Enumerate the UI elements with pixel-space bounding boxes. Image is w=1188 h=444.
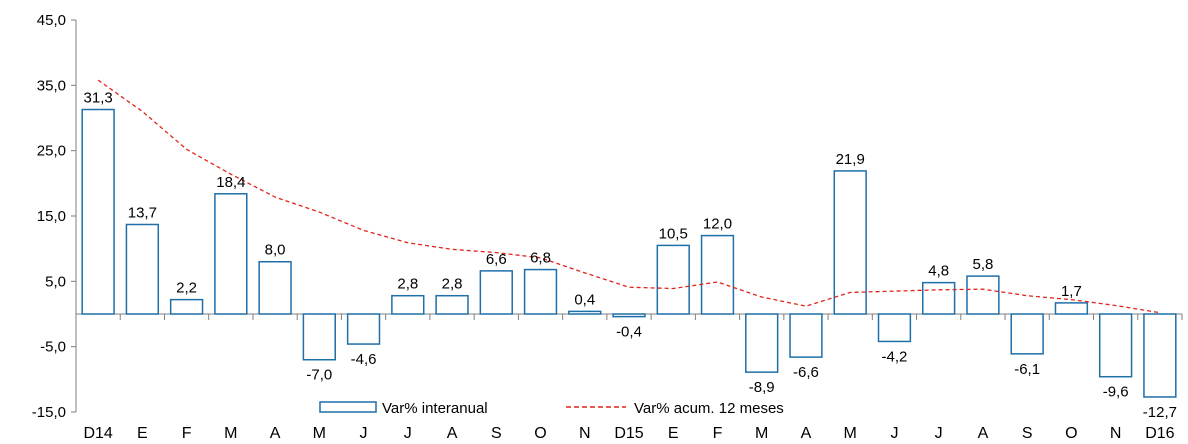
x-tick-label: M (755, 425, 768, 442)
y-tick-label: 25,0 (37, 143, 66, 160)
bar-data-label: -9,6 (1103, 384, 1129, 401)
bar-data-label: -0,4 (616, 324, 642, 341)
bar-data-label: 4,8 (928, 263, 949, 280)
bar-data-label: 2,8 (397, 276, 418, 293)
legend-bar-swatch (319, 401, 377, 413)
bar (125, 223, 160, 315)
bar (479, 270, 513, 315)
y-tick-label: 45,0 (37, 12, 66, 29)
x-tick-label: O (1065, 425, 1077, 442)
bar-data-label: -12,7 (1143, 404, 1177, 421)
bar (656, 244, 690, 315)
x-tick-label: M (313, 425, 326, 442)
x-tick-label: A (801, 425, 812, 442)
x-tick-label: F (713, 425, 723, 442)
bar-data-label: -7,0 (306, 367, 332, 384)
x-axis-ticks: D14 E F M A M J J A S O N D15 E F M A M J J A S O N D16 (83, 425, 1174, 442)
bar (81, 108, 115, 315)
bar (612, 313, 646, 318)
x-tick-label: J (360, 425, 368, 442)
x-tick-label: S (491, 425, 502, 442)
y-tick-label: 5,0 (45, 273, 66, 290)
x-tick-label: D15 (614, 425, 643, 442)
bar (745, 313, 779, 373)
bar (346, 313, 381, 345)
bar-data-label: 6,8 (530, 250, 551, 267)
bar-data-label: -6,1 (1014, 361, 1040, 378)
bar-data-label: 0,4 (574, 291, 595, 308)
x-tick-label: J (935, 425, 943, 442)
x-tick-label: N (579, 425, 591, 442)
x-tick-label: D14 (83, 425, 112, 442)
bar-data-label: -6,6 (793, 364, 819, 381)
bar (214, 193, 248, 315)
bar (700, 234, 735, 315)
x-tick-label: M (224, 425, 237, 442)
x-tick-label: N (1110, 425, 1122, 442)
bar-data-label: 6,6 (486, 251, 507, 268)
y-tick-label: -5,0 (40, 339, 66, 356)
data-labels: 31,3 13,7 2,2 18,4 8,0 -7,0 -4,6 2,8 2,8 6,6 6,8 0,… (84, 90, 1177, 421)
line-series (97, 79, 1160, 314)
bar-data-label: 2,8 (442, 276, 463, 293)
x-tick-label: E (668, 425, 679, 442)
legend-line-label: Var% acum. 12 meses (634, 400, 784, 417)
bar-data-label: 12,0 (703, 216, 732, 233)
bar (435, 294, 469, 315)
bar (169, 298, 204, 315)
bar-data-label: 31,3 (84, 90, 113, 107)
bar-data-label: 5,8 (972, 256, 993, 273)
bar-data-label: 18,4 (216, 174, 245, 191)
legend: Var% interanual Var% acum. 12 meses (319, 400, 784, 417)
bar-data-label: -8,9 (749, 379, 775, 396)
bar (568, 310, 602, 315)
bar (966, 275, 1000, 315)
bar (1143, 313, 1177, 398)
bar (258, 260, 292, 315)
x-tick-label: S (1022, 425, 1033, 442)
bar (1010, 313, 1044, 355)
bar (1098, 313, 1133, 378)
bar (922, 281, 956, 315)
x-tick-label: A (270, 425, 281, 442)
y-tick-label: 35,0 (37, 77, 66, 94)
y-tick-label: -15,0 (32, 404, 66, 421)
x-tick-label: A (447, 425, 458, 442)
x-tick-label: E (137, 425, 148, 442)
x-tick-label: F (182, 425, 192, 442)
x-tick-label: M (844, 425, 857, 442)
bar-data-label: -4,2 (882, 348, 908, 365)
bar (302, 313, 336, 361)
bar (877, 313, 912, 343)
axes: -15,0 -5,0 5,0 15,0 25,0 35,0 45,0 (32, 12, 1183, 421)
line-accumulated (97, 79, 1160, 314)
bar-data-label: 10,5 (659, 225, 688, 242)
bar-data-label: 1,7 (1061, 283, 1082, 300)
bar (789, 313, 823, 358)
x-tick-label: J (890, 425, 898, 442)
bar-data-label: -4,6 (351, 351, 377, 368)
x-tick-label: D16 (1145, 425, 1174, 442)
bar (391, 294, 425, 315)
bar (833, 170, 867, 315)
x-tick-label: J (404, 425, 412, 442)
legend-bar-label: Var% interanual (382, 400, 488, 417)
bar-data-label: 2,2 (176, 280, 197, 297)
bar-data-label: 21,9 (836, 151, 865, 168)
bar-data-label: 13,7 (128, 204, 157, 221)
bar (523, 268, 558, 315)
x-tick-label: A (978, 425, 989, 442)
bar-series (81, 108, 1177, 398)
x-tick-label: O (534, 425, 546, 442)
bar (1054, 302, 1089, 315)
y-tick-label: 15,0 (37, 208, 66, 225)
bar-data-label: 8,0 (265, 242, 286, 259)
